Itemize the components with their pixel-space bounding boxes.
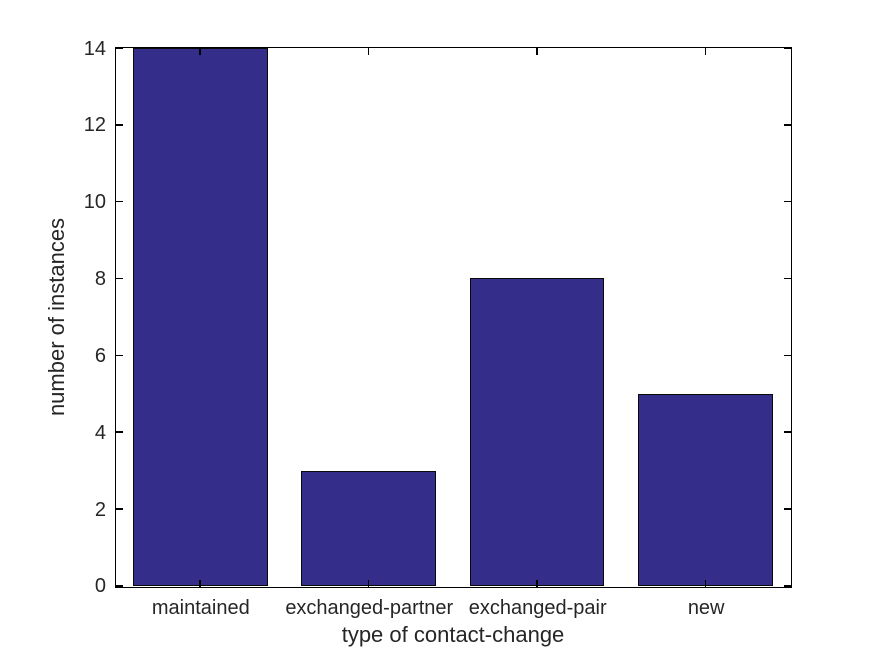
y-tick-mark-left-2 [116,508,123,510]
x-tick-mark-top-exchanged-partner [367,48,370,55]
x-tick-label-maintained: maintained [151,597,250,619]
x-axis-label: type of contact-change [341,622,565,647]
y-tick-mark-left-0 [116,585,123,587]
y-tick-label-2: 2 [94,498,106,521]
y-tick-mark-left-4 [116,431,123,433]
x-tick-mark-top-new [704,48,707,55]
x-tick-label-exchanged-pair: exchanged-pair [468,597,607,619]
y-tick-mark-left-12 [116,124,123,126]
y-tick-label-14: 14 [83,37,106,60]
y-tick-label-8: 8 [94,268,106,291]
ticks-layer [116,47,791,587]
y-tick-mark-right-8 [784,277,791,280]
y-tick-label-6: 6 [94,344,106,367]
y-tick-mark-left-6 [116,354,123,357]
bar-new [638,393,773,586]
bar-exchanged-partner [301,470,437,586]
y-tick-mark-left-14 [116,47,123,49]
plot-area [115,47,792,588]
x-tick-mark-top-exchanged-pair [536,48,538,55]
x-tick-label-new: new [687,597,725,619]
x-tick-mark-bottom-maintained [199,580,202,587]
y-tick-label-12: 12 [83,114,106,137]
x-tick-mark-bottom-new [704,580,707,587]
y-tick-mark-right-2 [784,508,791,510]
y-tick-label-4: 4 [94,421,106,444]
y-tick-mark-right-12 [784,124,791,126]
y-tick-mark-right-4 [784,431,791,433]
x-tick-mark-bottom-exchanged-pair [536,580,538,587]
y-tick-mark-right-10 [784,200,791,203]
y-tick-mark-right-0 [784,585,791,587]
y-tick-mark-right-14 [784,47,791,49]
y-axis-label: number of instances [44,217,69,417]
y-tick-mark-right-6 [784,354,791,357]
bar-maintained [132,48,268,586]
y-tick-mark-left-8 [116,277,123,280]
y-tick-label-10: 10 [83,191,106,214]
y-tick-mark-left-10 [116,200,123,203]
y-tick-label-0: 0 [94,575,106,598]
x-tick-mark-bottom-exchanged-partner [367,580,370,587]
x-tick-mark-top-maintained [199,48,202,55]
x-tick-label-exchanged-partner: exchanged-partner [285,597,454,619]
